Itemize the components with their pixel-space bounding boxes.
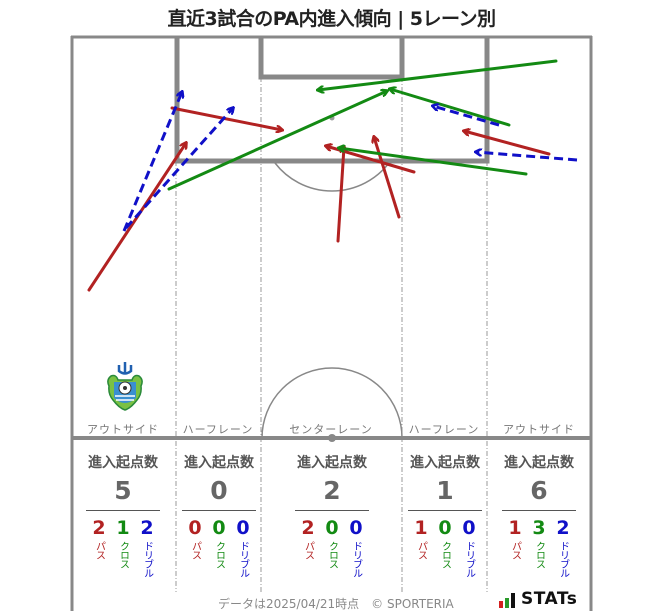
cross-label: クロス: [439, 541, 451, 568]
entry-count-heading: 進入起点数: [410, 455, 480, 471]
stats-logo-bar-icon: [511, 593, 515, 608]
cross-arrows: [167, 59, 558, 191]
entry-total: 5: [114, 476, 132, 505]
pass-count: 2: [301, 517, 315, 539]
entry-total: 1: [436, 476, 454, 505]
stats-logo-bar-icon: [505, 598, 509, 608]
dribble-count: 0: [236, 517, 250, 539]
lane-label-outside-right: アウトサイド: [503, 423, 575, 436]
dribble-arrows: [122, 92, 578, 232]
pass-count: 1: [508, 517, 522, 539]
lane-stats-halfspace-right: 進入起点数 1 1 パス 0 クロス 0 ドリブル: [403, 452, 487, 577]
chart-title: 直近3試合のPA内進入傾向 | 5レーン別: [167, 8, 496, 30]
stats-logo-text: STATs: [521, 589, 578, 609]
dribble-label: ドリブル: [557, 541, 569, 577]
cross-count: 3: [532, 517, 546, 539]
lane-label-halfspace-left: ハーフレーン: [182, 423, 254, 436]
lane-stats-center: 進入起点数 2 2 パス 0 クロス 0 ドリブル: [262, 452, 402, 577]
entry-count-heading: 進入起点数: [504, 455, 574, 471]
lane-label-center: センターレーン: [289, 423, 373, 436]
divider: [86, 510, 160, 511]
data-source-footer: データは2025/04/21時点 © SPORTERIA: [218, 597, 454, 611]
dribble-count: 2: [140, 517, 154, 539]
pass-label: パス: [189, 541, 201, 559]
cross-label: クロス: [117, 541, 129, 568]
cross-count: 0: [212, 517, 226, 539]
pitch-frame: [70, 35, 593, 611]
divider: [502, 510, 576, 511]
dribble-count: 2: [556, 517, 570, 539]
dribble-count: 0: [462, 517, 476, 539]
cross-count: 0: [325, 517, 339, 539]
lane-stats-outside-right: 進入起点数 6 1 パス 3 クロス 2 ドリブル: [488, 452, 590, 577]
club-crest-icon: [107, 362, 143, 411]
dribble-label: ドリブル: [141, 541, 153, 577]
pass-count: 2: [92, 517, 106, 539]
pass-label: パス: [415, 541, 427, 559]
pass-label: パス: [93, 541, 105, 559]
cross-count: 0: [438, 517, 452, 539]
lane-label-halfspace-right: ハーフレーン: [408, 423, 480, 436]
penalty-arc: [274, 162, 390, 192]
pass-count: 1: [414, 517, 428, 539]
lane-label-outside-left: アウトサイド: [87, 423, 159, 436]
entry-count-heading: 進入起点数: [184, 455, 254, 471]
entry-total: 6: [530, 476, 548, 505]
dribble-label: ドリブル: [350, 541, 362, 577]
goal-area: [258, 37, 405, 80]
dribble-label: ドリブル: [237, 541, 249, 577]
divider: [408, 510, 482, 511]
entry-total: 2: [323, 476, 341, 505]
divider: [182, 510, 256, 511]
stats-logo: STATs: [499, 590, 577, 608]
pass-label: パス: [302, 541, 314, 559]
entry-total: 0: [210, 476, 228, 505]
pass-label: パス: [509, 541, 521, 559]
stats-logo-bar-icon: [499, 601, 503, 608]
center-circle: [261, 367, 403, 439]
lane-stats-halfspace-left: 進入起点数 0 0 パス 0 クロス 0 ドリブル: [177, 452, 261, 577]
pass-count: 0: [188, 517, 202, 539]
cross-count: 1: [116, 517, 130, 539]
dribble-count: 0: [349, 517, 363, 539]
lane-dividers: [175, 77, 488, 592]
entry-count-heading: 進入起点数: [88, 455, 158, 471]
cross-label: クロス: [213, 541, 225, 568]
dribble-label: ドリブル: [463, 541, 475, 577]
divider: [295, 510, 369, 511]
pass-arrows: [87, 106, 551, 292]
cross-label: クロス: [533, 541, 545, 568]
lane-stats-outside-left: 進入起点数 5 2 パス 1 クロス 2 ドリブル: [73, 452, 173, 577]
center-spot: [328, 434, 336, 442]
penalty-box: [174, 37, 490, 164]
cross-label: クロス: [326, 541, 338, 568]
entry-count-heading: 進入起点数: [297, 455, 367, 471]
